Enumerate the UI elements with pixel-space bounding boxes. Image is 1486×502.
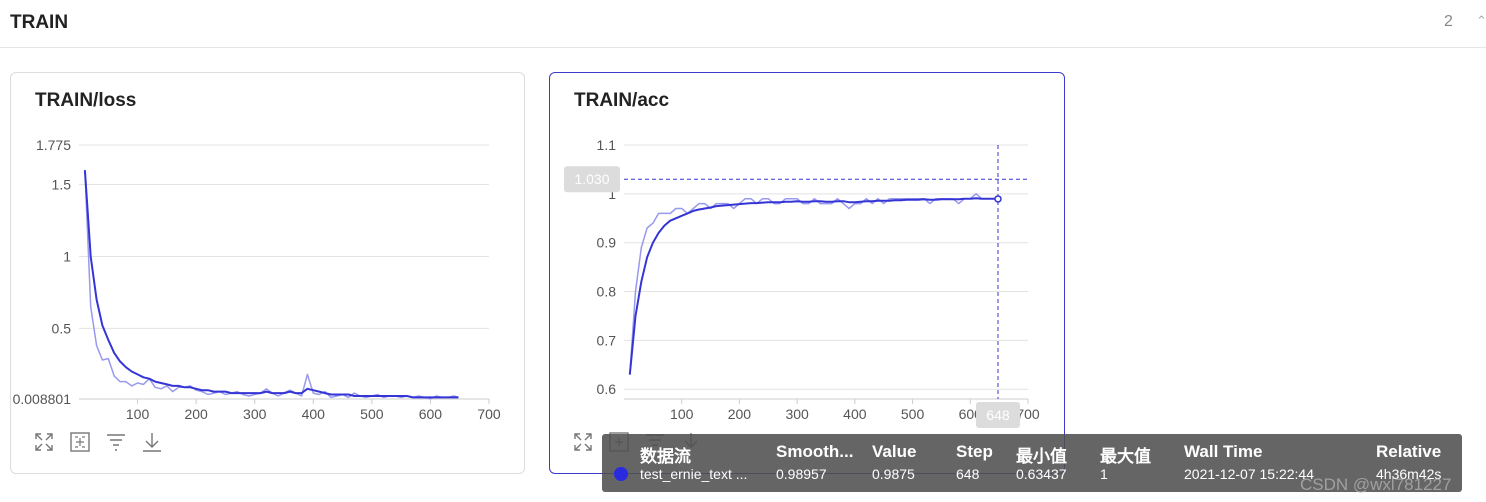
tooltip-header: 数据流 <box>640 447 691 466</box>
tooltip-header: Smooth... <box>776 442 854 461</box>
y-tick-label: 1 <box>63 248 71 264</box>
y-tick-label: 1 <box>608 186 616 202</box>
x-tick-label: 200 <box>184 406 208 422</box>
fullscreen-icon[interactable] <box>572 431 594 453</box>
y-tick-label: 0.5 <box>52 320 72 336</box>
tooltip-header: 最小值 <box>1016 447 1067 466</box>
tooltip-cell: 0.9875 <box>872 466 915 482</box>
group-title: TRAIN <box>10 12 69 33</box>
series-line-smoothed <box>628 197 999 375</box>
y-tick-label: 0.8 <box>597 284 617 300</box>
tooltip-header: Step <box>956 442 993 461</box>
hover-y-label: 1.030 <box>574 171 609 187</box>
tooltip-header: Value <box>872 442 917 461</box>
y-tick-label: 1.775 <box>36 137 71 153</box>
filter-icon[interactable] <box>105 431 127 453</box>
series-line-smoothed <box>83 170 459 399</box>
page-count: 2 <box>1444 13 1453 30</box>
collapse-icon[interactable]: ⌃ <box>1476 13 1486 28</box>
x-tick-label: 700 <box>1016 406 1040 422</box>
data-tooltip: 数据流 Smooth... Value Step 最小值 最大值 Wall Ti… <box>602 434 1462 492</box>
tooltip-cell: 0.63437 <box>1016 466 1067 482</box>
chart-card-acc: TRAIN/acc 1.1 1 0.9 0.8 0.7 0.6 100 200 300 400 50… <box>549 72 1065 474</box>
x-tick-label: 300 <box>243 406 267 422</box>
hover-y-badge <box>564 166 620 193</box>
chart-title: TRAIN/acc <box>574 90 670 111</box>
x-tick-label: 100 <box>126 406 150 422</box>
y-tick-label: 1.5 <box>52 177 72 193</box>
tooltip-cell: 2021-12-07 15:22:44 <box>1184 466 1314 482</box>
tooltip-header: Wall Time <box>1184 442 1263 461</box>
x-tick-label: 200 <box>728 406 752 422</box>
x-tick-label: 300 <box>785 406 809 422</box>
x-tick-label: 500 <box>360 406 384 422</box>
y-tick-label: 0.7 <box>597 332 617 348</box>
tooltip-cell: 0.98957 <box>776 466 827 482</box>
x-tick-label: 400 <box>843 406 867 422</box>
hover-x-label: 648 <box>986 407 1010 423</box>
x-tick-label: 100 <box>670 406 694 422</box>
hover-point <box>994 195 1002 203</box>
x-tick-label: 600 <box>419 406 443 422</box>
tooltip-cell: test_ernie_text ... <box>640 466 748 482</box>
series-color-dot <box>614 467 628 481</box>
x-tick-label: 500 <box>901 406 925 422</box>
download-icon[interactable] <box>141 431 163 453</box>
tooltip-header: Relative <box>1376 442 1442 461</box>
chart-title: TRAIN/loss <box>35 90 137 111</box>
series-line-raw <box>84 170 459 400</box>
group-header: TRAIN 2 ⌃ <box>0 0 1486 48</box>
tooltip-cell: 4h36m42s <box>1376 466 1442 482</box>
x-tick-label: 400 <box>302 406 326 422</box>
loss-chart[interactable]: 1.775 1.5 1 0.5 0.008801 100 200 300 400 500 600 70… <box>11 73 526 475</box>
tooltip-header: 最大值 <box>1100 447 1151 466</box>
tooltip-cell: 648 <box>956 466 980 482</box>
watermark: CSDN @wxl781227 <box>1300 475 1452 494</box>
tooltip-cell: 1 <box>1100 466 1108 482</box>
hover-x-badge <box>975 402 1020 428</box>
series-line-raw <box>629 193 999 375</box>
chart-card-loss: TRAIN/loss 1.775 1.5 1 0.5 0.008801 100 200 300… <box>10 72 525 474</box>
y-tick-label: 0.008801 <box>13 391 72 407</box>
y-tick-label: 1.1 <box>597 137 617 153</box>
fullscreen-icon[interactable] <box>33 431 55 453</box>
y-tick-label: 0.9 <box>597 235 617 251</box>
x-tick-label: 700 <box>477 406 501 422</box>
y-tick-label: 0.6 <box>597 381 617 397</box>
fit-screen-icon[interactable] <box>69 431 91 453</box>
